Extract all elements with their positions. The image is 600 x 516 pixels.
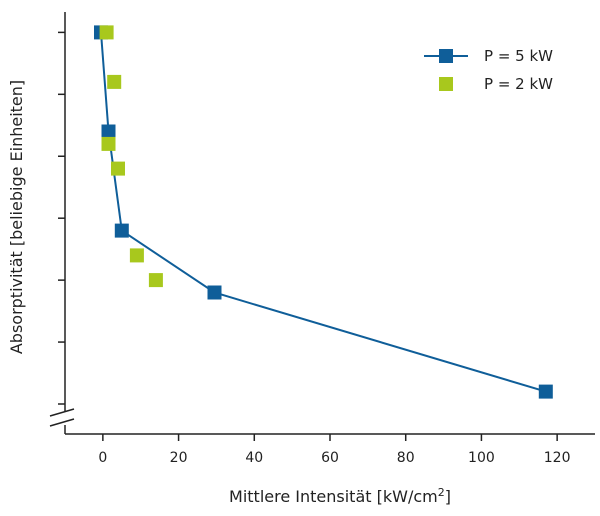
data-point	[111, 161, 125, 176]
legend-item-1: P = 5 kW	[424, 47, 553, 65]
series-group	[94, 25, 553, 399]
data-point	[99, 25, 114, 40]
x-axis-title: Mittlere Intensität [kW/cm2]	[229, 486, 451, 506]
x-tick-label: 120	[544, 450, 571, 466]
series-line	[100, 32, 547, 393]
legend-label: P = 2 kW	[484, 75, 553, 93]
data-point	[207, 285, 222, 300]
x-axis-title-tail: ]	[445, 487, 451, 506]
legend-item-2: P = 2 kW	[439, 75, 553, 93]
data-point	[107, 74, 122, 89]
x-tick-label: 20	[170, 450, 188, 466]
y-axis-title: Absorptivität [beliebige Einheiten]	[7, 80, 26, 354]
legend: P = 5 kW P = 2 kW	[424, 47, 553, 93]
x-axis-title-superscript: 2	[438, 486, 445, 499]
axis-break-mark-lower	[49, 418, 75, 427]
x-tick-label: 60	[321, 450, 339, 466]
data-point	[114, 223, 129, 238]
data-point	[129, 248, 144, 263]
data-point	[148, 273, 163, 288]
x-tick-label: 40	[245, 450, 263, 466]
legend-marker	[439, 77, 453, 91]
x-axis-title-main: Mittlere Intensität [kW/cm	[229, 487, 438, 506]
x-tick-label: 100	[468, 450, 495, 466]
data-point	[101, 136, 116, 151]
x-tick-label: 80	[397, 450, 415, 466]
legend-marker	[439, 49, 453, 63]
data-point	[538, 384, 553, 399]
axis-break-mark-upper	[49, 408, 75, 417]
x-tick-label: 0	[98, 450, 107, 466]
series-2	[99, 25, 163, 288]
data-point	[101, 124, 116, 139]
legend-label: P = 5 kW	[484, 47, 553, 65]
ticks-group: 0 20 40 60 80 100 120	[58, 31, 571, 466]
